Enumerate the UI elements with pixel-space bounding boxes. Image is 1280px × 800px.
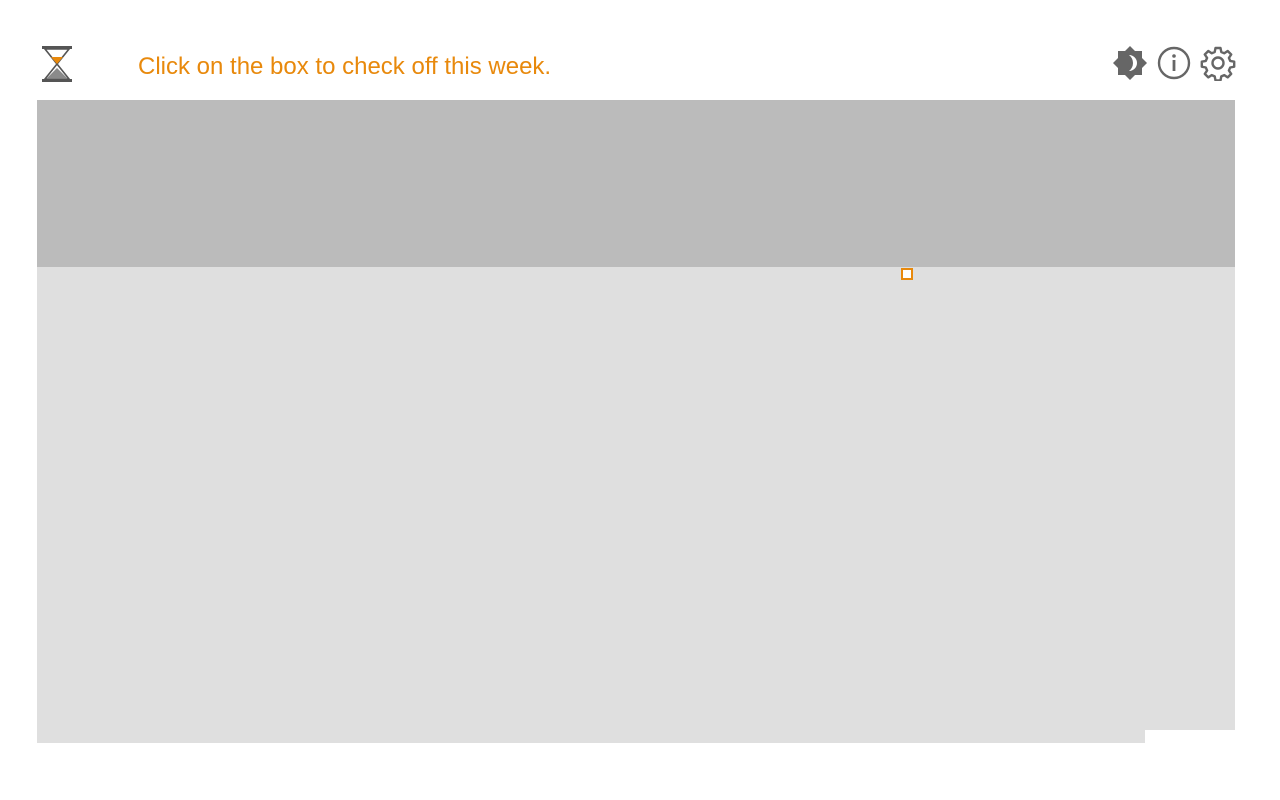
info-icon [1157, 46, 1191, 80]
current-week-checkbox[interactable] [901, 268, 913, 280]
info-button[interactable] [1156, 45, 1192, 81]
brightness-icon [1113, 46, 1147, 80]
weeks-grid [37, 100, 1235, 743]
theme-toggle-button[interactable] [1112, 45, 1148, 81]
gear-icon [1200, 46, 1236, 81]
settings-button[interactable] [1200, 45, 1236, 81]
grid-end-gap [1145, 730, 1235, 743]
instruction-text: Click on the box to check off this week. [138, 53, 552, 80]
hourglass-icon [42, 46, 72, 82]
past-weeks-block [37, 100, 1235, 280]
future-weeks-block-lower [37, 280, 901, 743]
toolbar [1112, 45, 1236, 81]
